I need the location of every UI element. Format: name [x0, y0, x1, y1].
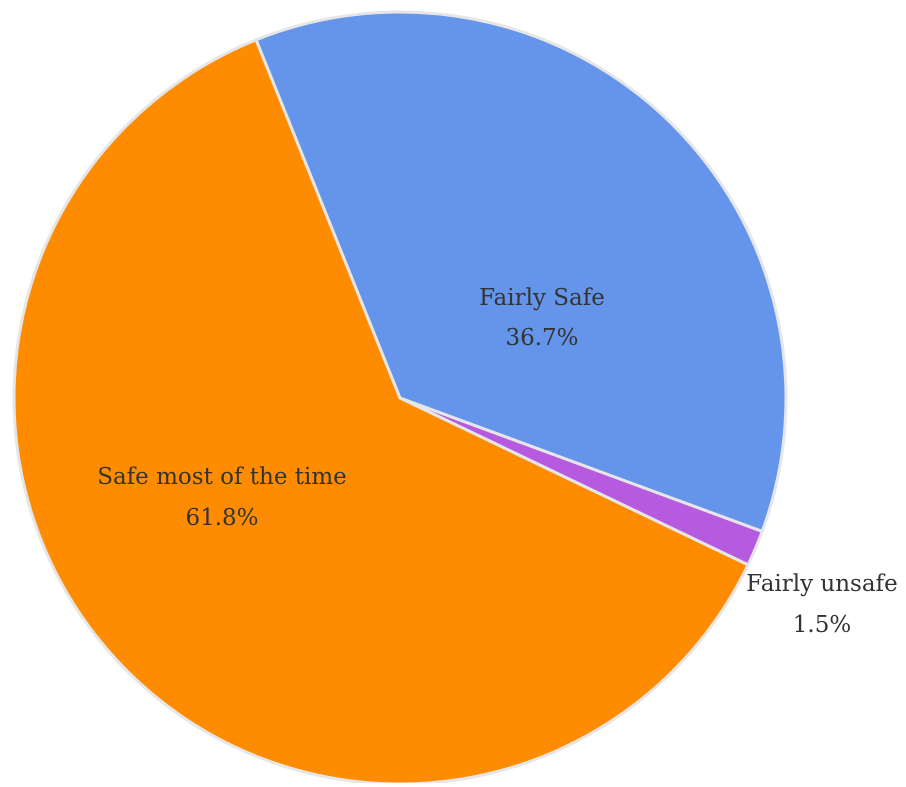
- slice-value-fairly-safe: 36.7%: [505, 325, 578, 351]
- pie-slice-safe-most-of-the-time: [12, 38, 750, 786]
- slice-label-safe-most-of-the-time: Safe most of the time: [97, 464, 347, 490]
- labels-layer: Fairly Safe 36.7% Fairly unsafe 1.5% Safe mo…: [97, 285, 897, 638]
- slice-label-fairly-unsafe: Fairly unsafe: [746, 571, 897, 597]
- slices-layer: [12, 10, 788, 786]
- slice-value-fairly-unsafe: 1.5%: [793, 612, 851, 638]
- slice-value-safe-most-of-the-time: 61.8%: [185, 505, 258, 531]
- pie-slice-fairly-safe: [254, 10, 788, 533]
- slice-label-fairly-safe: Fairly Safe: [479, 285, 605, 311]
